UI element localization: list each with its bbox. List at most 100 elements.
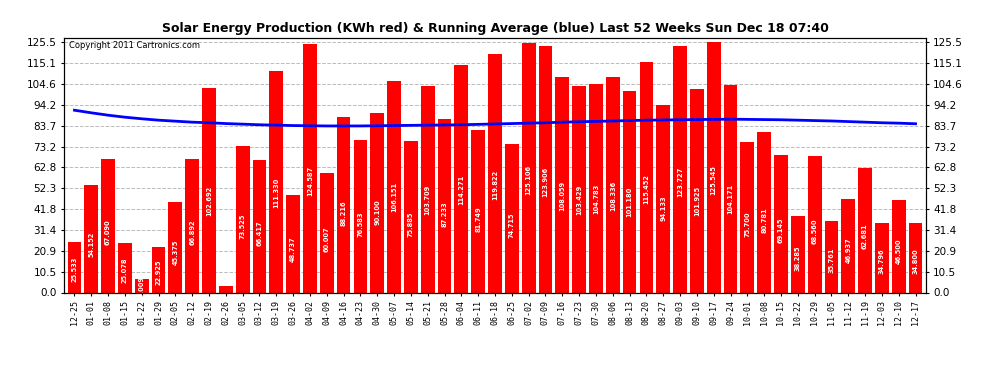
Bar — [320, 173, 334, 292]
Text: 62.681: 62.681 — [862, 224, 868, 249]
Text: 74.715: 74.715 — [509, 213, 515, 238]
Bar — [875, 223, 889, 292]
Bar — [219, 286, 233, 292]
Text: 111.330: 111.330 — [273, 178, 279, 208]
Bar — [404, 141, 418, 292]
Text: 115.452: 115.452 — [644, 174, 649, 204]
Text: 75.885: 75.885 — [408, 212, 414, 237]
Text: 34.800: 34.800 — [913, 249, 919, 274]
Text: 46.937: 46.937 — [845, 238, 851, 263]
Bar — [640, 63, 653, 292]
Text: 119.822: 119.822 — [492, 170, 498, 200]
Bar — [741, 142, 754, 292]
Bar — [421, 86, 435, 292]
Bar — [488, 54, 502, 292]
Bar — [185, 159, 199, 292]
Text: 25.533: 25.533 — [71, 257, 77, 282]
Bar — [438, 119, 451, 292]
Text: 45.375: 45.375 — [172, 239, 178, 264]
Text: 114.271: 114.271 — [458, 175, 464, 205]
Text: 75.700: 75.700 — [744, 212, 750, 237]
Bar — [101, 159, 115, 292]
Text: 48.737: 48.737 — [290, 236, 296, 262]
Text: 106.151: 106.151 — [391, 182, 397, 212]
Text: 22.925: 22.925 — [155, 259, 161, 285]
Bar — [774, 155, 788, 292]
Bar — [825, 221, 839, 292]
Text: 46.500: 46.500 — [896, 238, 902, 264]
Text: 60.007: 60.007 — [324, 226, 330, 252]
Title: Solar Energy Production (KWh red) & Running Average (blue) Last 52 Weeks Sun Dec: Solar Energy Production (KWh red) & Runn… — [161, 22, 829, 35]
Text: 123.906: 123.906 — [543, 166, 548, 196]
Text: 87.233: 87.233 — [442, 201, 447, 227]
Bar — [522, 43, 536, 292]
Text: 69.145: 69.145 — [778, 218, 784, 243]
Text: 103.429: 103.429 — [576, 184, 582, 215]
Bar — [118, 243, 132, 292]
Text: 7.009: 7.009 — [139, 276, 145, 297]
Bar — [168, 202, 182, 292]
Text: 125.106: 125.106 — [526, 165, 532, 195]
Text: 125.545: 125.545 — [711, 165, 717, 195]
Text: 123.727: 123.727 — [677, 166, 683, 197]
Bar — [505, 144, 519, 292]
Bar — [471, 130, 485, 292]
Text: 68.560: 68.560 — [812, 218, 818, 244]
Bar — [252, 160, 266, 292]
Bar — [808, 156, 822, 292]
Text: 80.781: 80.781 — [761, 207, 767, 233]
Text: 124.587: 124.587 — [307, 166, 313, 196]
Text: 90.100: 90.100 — [374, 199, 380, 225]
Text: 104.171: 104.171 — [728, 184, 734, 214]
Text: 104.783: 104.783 — [593, 183, 599, 214]
Text: 88.216: 88.216 — [341, 201, 346, 226]
Bar — [623, 91, 637, 292]
Bar — [656, 105, 670, 292]
Bar — [539, 46, 552, 292]
Bar — [673, 46, 687, 292]
Text: 102.692: 102.692 — [206, 185, 212, 216]
Bar — [387, 81, 401, 292]
Bar — [690, 90, 704, 292]
Bar — [269, 71, 283, 292]
Bar — [303, 44, 317, 292]
Bar — [454, 65, 468, 292]
Bar — [791, 216, 805, 292]
Text: 94.133: 94.133 — [660, 195, 666, 221]
Bar — [909, 223, 923, 292]
Text: 101.180: 101.180 — [627, 187, 633, 217]
Text: 25.078: 25.078 — [122, 257, 128, 283]
Bar — [555, 77, 569, 292]
Bar — [707, 42, 721, 292]
Bar — [151, 247, 165, 292]
Text: 73.525: 73.525 — [240, 214, 246, 239]
Bar — [67, 242, 81, 292]
Bar — [135, 279, 148, 292]
Bar — [236, 146, 249, 292]
Text: 108.336: 108.336 — [610, 180, 616, 210]
Bar — [572, 87, 586, 292]
Bar — [286, 195, 300, 292]
Bar — [842, 199, 855, 292]
Bar — [202, 88, 216, 292]
Bar — [589, 84, 603, 292]
Text: 38.285: 38.285 — [795, 245, 801, 271]
Text: 66.892: 66.892 — [189, 220, 195, 245]
Bar — [724, 85, 738, 292]
Text: Copyright 2011 Cartronics.com: Copyright 2011 Cartronics.com — [68, 41, 200, 50]
Text: 103.709: 103.709 — [425, 184, 431, 214]
Bar — [84, 184, 98, 292]
Text: 108.059: 108.059 — [559, 181, 565, 211]
Text: 67.090: 67.090 — [105, 219, 111, 245]
Text: 76.583: 76.583 — [357, 211, 363, 237]
Text: 81.749: 81.749 — [475, 206, 481, 232]
Bar — [606, 76, 620, 292]
Bar — [892, 200, 906, 292]
Bar — [757, 132, 771, 292]
Bar — [858, 168, 872, 292]
Text: 35.761: 35.761 — [829, 248, 835, 273]
Text: 34.796: 34.796 — [879, 249, 885, 274]
Text: 66.417: 66.417 — [256, 220, 262, 246]
Bar — [337, 117, 350, 292]
Bar — [370, 113, 384, 292]
